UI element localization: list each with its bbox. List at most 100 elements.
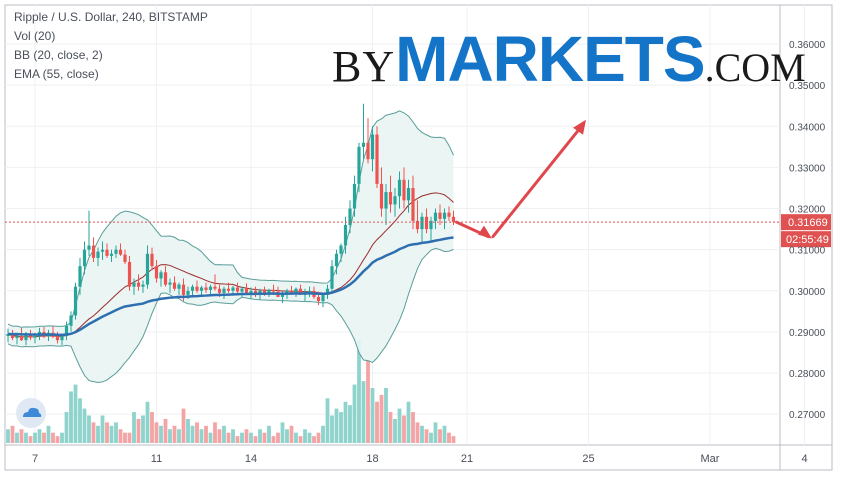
candle-body [267, 289, 271, 293]
candle-body [82, 249, 87, 267]
candle-body [402, 179, 406, 201]
candle-body [226, 288, 231, 291]
candle-body [172, 282, 177, 289]
volume-bar [262, 432, 267, 443]
last-price-label-bg [781, 214, 831, 231]
volume-bar [343, 401, 348, 443]
volume-bar [33, 432, 37, 443]
candle-body [420, 216, 424, 230]
volume-bar [199, 429, 204, 443]
volume-bar [154, 422, 159, 443]
candle-body [118, 249, 123, 255]
candle-body [114, 249, 118, 254]
volume-bar [37, 429, 42, 443]
volume-bar [249, 432, 253, 443]
tradingview-logo-icon[interactable] [16, 398, 46, 428]
last-price-label: 0.31669 [788, 217, 828, 229]
volume-bar [294, 432, 298, 443]
forecast-arrow-up [491, 124, 584, 239]
candle-body [411, 187, 415, 221]
volume-bar [316, 432, 321, 443]
candle-body [298, 288, 303, 295]
volume-bar [177, 429, 181, 443]
time-tick-label: 7 [32, 453, 38, 465]
candle-body [33, 336, 37, 338]
candle-body [415, 220, 420, 230]
volume-bar [181, 408, 186, 443]
volume-bar [339, 412, 343, 443]
volume-bar [150, 412, 154, 443]
candle-body [145, 253, 150, 285]
volume-bar [168, 429, 172, 443]
candle-body [240, 288, 244, 292]
bollinger-fill [8, 110, 454, 383]
volume-bar [253, 436, 258, 443]
legend-volume: Vol (20) [14, 29, 56, 43]
candle-body [222, 288, 226, 293]
volume-bar [379, 394, 384, 443]
candle-body [190, 286, 195, 291]
volume-bar [289, 425, 294, 443]
volume-bar [375, 401, 379, 443]
candle-body [348, 208, 352, 225]
volume-bar [172, 425, 177, 443]
candle-body [123, 254, 127, 263]
candle-body [249, 290, 253, 293]
volume-bar [46, 425, 51, 443]
price-tick-label: 0.32000 [789, 205, 826, 216]
volume-bar [267, 425, 271, 443]
price-tick-label: 0.33000 [789, 163, 826, 174]
volume-bar [15, 432, 19, 443]
volume-bar [334, 408, 339, 443]
volume-bar [190, 425, 195, 443]
volume-bar [303, 429, 307, 443]
candle-body [325, 288, 330, 295]
volume-bar [271, 436, 276, 443]
volume-bar [411, 412, 415, 443]
volume-bar [91, 422, 96, 443]
volume-bar [55, 436, 60, 443]
candle-body [316, 296, 321, 302]
volume-bar [312, 436, 316, 443]
volume-bar [145, 401, 150, 443]
price-tick-label: 0.27000 [789, 410, 826, 421]
volume-bar [114, 422, 118, 443]
volume-bar [285, 429, 289, 443]
candle-body [451, 216, 456, 223]
candle-body [91, 245, 96, 258]
legend-title: Ripple / U.S. Dollar, 240, BITSTAMP [14, 10, 208, 24]
axes: 0.36000 0.35000 0.34000 0.33000 0.32000 0.310… [32, 40, 826, 465]
bollinger-lower [7, 247, 454, 384]
volume-bar [397, 408, 402, 443]
volume-bar [204, 425, 208, 443]
volume-bar [357, 339, 361, 443]
candle-body [357, 146, 361, 184]
candle-body [370, 134, 375, 160]
candle-body [334, 253, 339, 267]
volume-bar [240, 432, 244, 443]
volume-bar [64, 412, 69, 443]
candle-body [96, 251, 100, 258]
volume-bar [132, 412, 136, 443]
volume-bar [276, 432, 280, 443]
countdown-label-bg [781, 231, 831, 248]
volume-bar [451, 436, 456, 443]
candle-body [289, 290, 294, 293]
volume-bar [51, 432, 55, 443]
candle-body [159, 272, 163, 279]
watermark-by: BY [332, 42, 396, 91]
candle-body [262, 290, 267, 293]
volume-bar [19, 429, 24, 443]
candle-body [393, 196, 397, 205]
volume-bar [258, 429, 262, 443]
bollinger-upper [7, 110, 454, 328]
candle-body [442, 212, 447, 219]
volume-bar [438, 429, 442, 443]
legend-bollinger: BB (20, close, 2) [14, 48, 103, 62]
candle-body [429, 220, 433, 230]
candle-body [366, 142, 370, 160]
volume-bar [420, 425, 424, 443]
time-tick-label: 21 [461, 453, 473, 465]
candle-body [141, 284, 145, 287]
